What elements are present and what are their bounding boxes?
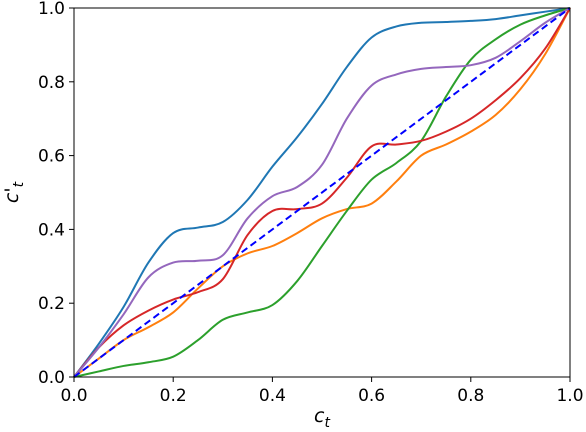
series-line-5 [73, 7, 571, 378]
x-tick-label: 1.0 [556, 386, 583, 406]
x-tick-label: 0.6 [358, 386, 385, 406]
x-tick-label: 0.4 [259, 386, 286, 406]
series-layer [73, 7, 571, 378]
plot-frame [73, 7, 571, 378]
series-line-3 [73, 7, 571, 378]
y-tick-label: 0.4 [38, 220, 65, 240]
x-tick-label: 0.2 [160, 386, 187, 406]
x-axis-label: ct [314, 405, 330, 431]
series-line-6 [73, 7, 571, 378]
series-line-4 [73, 7, 571, 378]
y-axis: 0.0 0.2 0.4 0.6 0.8 1.0 [38, 0, 74, 388]
y-tick-label: 0.2 [38, 294, 65, 314]
y-tick-label: 0.8 [38, 73, 65, 93]
x-axis: 0.0 0.2 0.4 0.6 0.8 1.0 [60, 377, 584, 406]
y-tick-label: 1.0 [38, 0, 65, 19]
series-line-1 [73, 7, 571, 378]
series-line-2 [73, 7, 571, 378]
x-tick-label: 0.0 [60, 386, 87, 406]
y-tick-label: 0.6 [38, 147, 65, 167]
x-tick-label: 0.8 [457, 386, 484, 406]
y-tick-label: 0.0 [38, 368, 65, 388]
y-axis-label: c't [1, 181, 27, 203]
